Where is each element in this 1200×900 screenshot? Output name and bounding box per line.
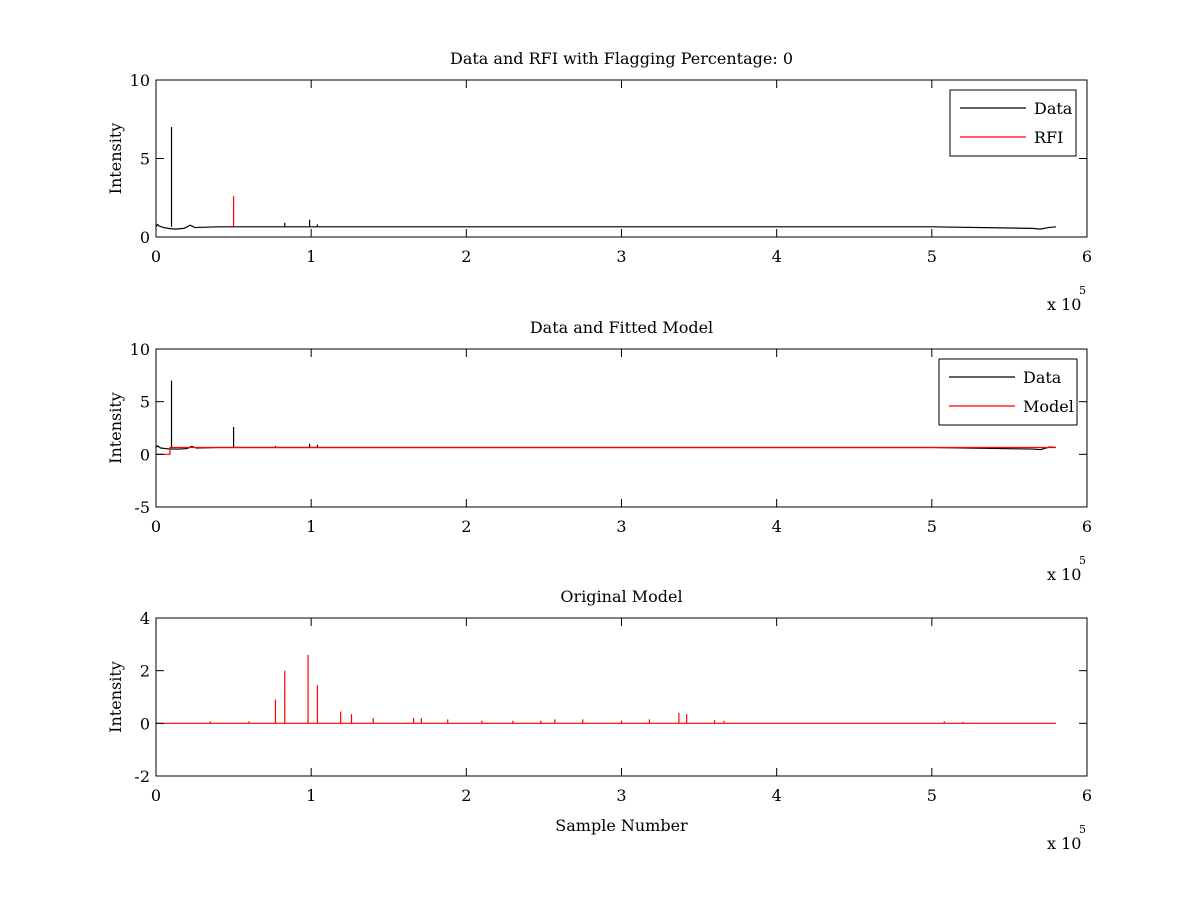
plot-area	[156, 349, 1087, 507]
x-tick-label: 1	[306, 786, 316, 805]
x-multiplier-exponent: 5	[1079, 284, 1086, 297]
plot-area	[156, 80, 1087, 237]
y-tick-label: 0	[140, 445, 150, 464]
y-tick-label: 10	[130, 71, 150, 90]
x-tick-label: 2	[461, 786, 471, 805]
x-tick-label: 0	[151, 247, 161, 266]
x-tick-label: 2	[461, 247, 471, 266]
series-group	[156, 380, 1057, 455]
series-group	[156, 654, 1056, 724]
x-tick-label: 4	[772, 247, 782, 266]
series-group	[156, 127, 1057, 230]
legend: Data Model	[938, 358, 1078, 426]
chart-title: Data and RFI with Flagging Percentage: 0	[450, 49, 793, 68]
legend-box	[949, 89, 1077, 157]
x-tick-label: 0	[151, 517, 161, 536]
x-tick-label: 0	[151, 786, 161, 805]
legend-label: RFI	[1034, 128, 1063, 147]
legend: Data RFI	[949, 89, 1077, 157]
y-axis-label: Intensity	[106, 661, 125, 733]
subplot-1: 0 1 2 3 4 5 6 0 5 10 Data and RFI with Flagging Pe…	[106, 49, 1092, 314]
x-multiplier: x 10	[1047, 295, 1081, 314]
y-axis-label: Intensity	[106, 392, 125, 464]
y-tick-label: -2	[134, 767, 150, 786]
y-tick-label: 4	[140, 609, 150, 628]
x-tick-label: 1	[306, 517, 316, 536]
y-tick-label: 10	[130, 340, 150, 359]
chart-title: Original Model	[560, 587, 682, 606]
y-axis-label: Intensity	[106, 123, 125, 195]
x-multiplier: x 10	[1047, 565, 1081, 584]
x-axis-label: Sample Number	[555, 816, 688, 835]
chart-title: Data and Fitted Model	[530, 318, 713, 337]
x-tick-label: 3	[616, 786, 626, 805]
y-tick-label: 5	[140, 150, 150, 169]
x-tick-label: 3	[616, 247, 626, 266]
series-model-line	[156, 446, 1056, 455]
y-tick-label: 0	[140, 228, 150, 247]
x-tick-label: 4	[772, 517, 782, 536]
x-tick-label: 5	[927, 247, 937, 266]
x-tick-label: 6	[1082, 786, 1092, 805]
y-tick-label: -5	[134, 498, 150, 517]
plot-area	[156, 618, 1087, 776]
legend-label: Data	[1023, 368, 1062, 387]
y-tick-label: 2	[140, 662, 150, 681]
x-tick-label: 1	[306, 247, 316, 266]
x-tick-label: 6	[1082, 517, 1092, 536]
x-tick-label: 2	[461, 517, 471, 536]
x-tick-label: 5	[927, 517, 937, 536]
series-data-line	[156, 223, 1057, 230]
x-tick-label: 4	[772, 786, 782, 805]
x-tick-label: 5	[927, 786, 937, 805]
legend-label: Data	[1034, 99, 1073, 118]
x-tick-label: 6	[1082, 247, 1092, 266]
legend-label: Model	[1023, 397, 1074, 416]
x-multiplier-exponent: 5	[1079, 554, 1086, 567]
legend-box	[938, 358, 1078, 426]
x-tick-label: 3	[616, 517, 626, 536]
y-tick-label: 5	[140, 393, 150, 412]
y-tick-label: 0	[140, 714, 150, 733]
x-multiplier: x 10	[1047, 834, 1081, 853]
x-multiplier-exponent: 5	[1079, 823, 1086, 836]
